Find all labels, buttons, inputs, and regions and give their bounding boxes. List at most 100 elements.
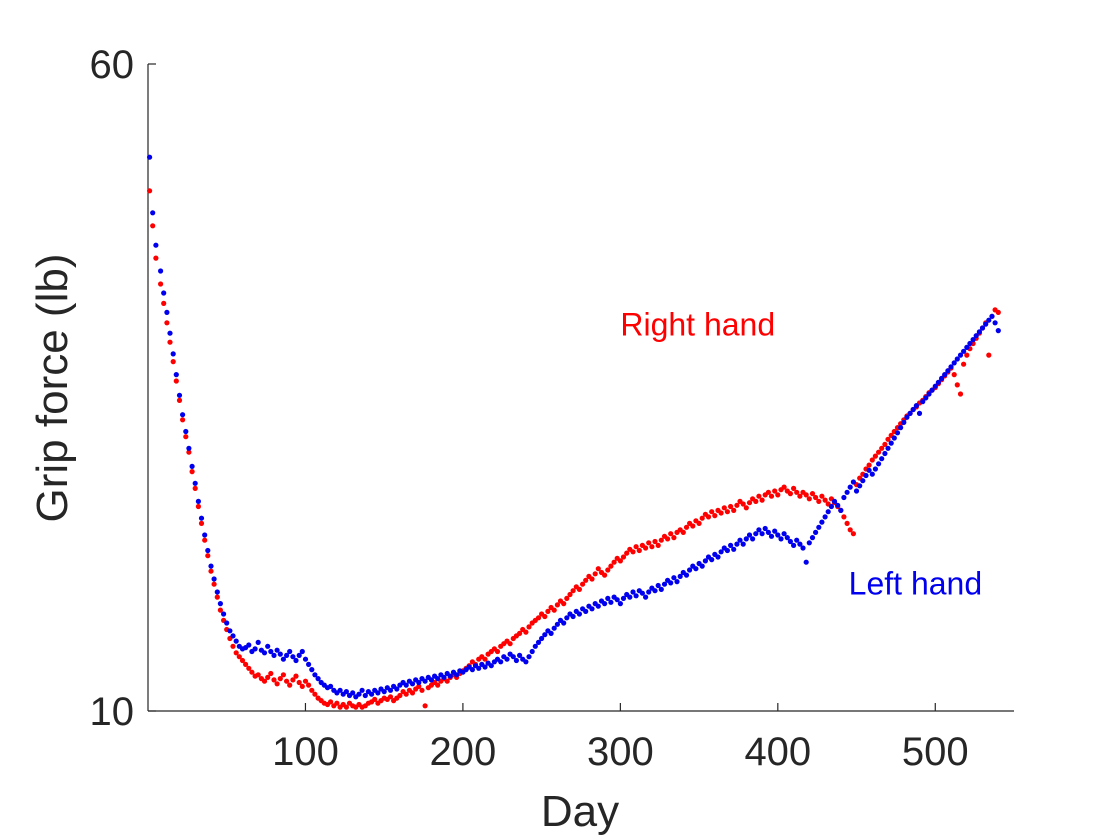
data-point — [535, 615, 542, 621]
data-point — [306, 682, 312, 688]
data-point — [866, 462, 872, 468]
data-point — [419, 687, 425, 693]
data-point — [860, 478, 866, 484]
x-tick-label: 300 — [587, 730, 654, 774]
data-point — [447, 673, 453, 679]
data-point — [287, 648, 293, 655]
data-point — [198, 520, 205, 527]
data-point — [277, 676, 283, 682]
data-point — [542, 613, 548, 620]
data-point — [611, 559, 617, 565]
data-point — [290, 654, 296, 660]
data-point — [202, 537, 208, 543]
data-point — [561, 620, 567, 626]
data-point — [885, 445, 891, 451]
data-point — [665, 536, 671, 542]
data-point — [576, 611, 583, 617]
data-point — [636, 547, 642, 554]
data-point — [551, 607, 557, 613]
data-point — [293, 657, 299, 664]
data-point — [548, 630, 554, 637]
series-1 — [147, 154, 1001, 700]
annotations: Right hand Left hand — [620, 307, 982, 602]
data-point — [888, 440, 894, 446]
data-point — [620, 554, 627, 560]
data-point — [863, 472, 869, 479]
data-point — [869, 471, 875, 477]
data-point — [302, 678, 309, 684]
data-point — [280, 656, 286, 662]
data-point — [731, 546, 737, 552]
data-point — [876, 461, 882, 467]
data-point — [422, 703, 428, 709]
data-point — [343, 704, 349, 710]
data-point — [671, 575, 677, 581]
data-point — [532, 643, 538, 649]
data-point — [554, 621, 561, 627]
data-point — [850, 531, 857, 537]
data-point — [844, 520, 850, 527]
data-point — [261, 678, 268, 684]
data-point — [633, 593, 639, 599]
data-point — [869, 457, 875, 463]
data-point — [724, 509, 731, 515]
data-point — [498, 659, 504, 665]
data-point — [337, 687, 343, 693]
data-point — [309, 687, 315, 693]
data-point — [435, 682, 441, 688]
data-point — [230, 643, 236, 649]
data-point — [750, 536, 756, 542]
data-point — [217, 607, 223, 613]
data-point — [403, 691, 409, 697]
data-point — [746, 500, 753, 506]
data-point — [630, 549, 636, 555]
data-point — [942, 372, 948, 378]
data-point — [787, 538, 794, 545]
y-tick-label: 60 — [90, 43, 135, 87]
data-point — [699, 515, 705, 521]
data-point — [954, 356, 960, 362]
data-point — [535, 639, 542, 646]
data-point — [734, 541, 740, 547]
data-point — [284, 652, 290, 659]
data-point — [274, 647, 280, 653]
data-point — [923, 395, 929, 401]
data-point — [167, 339, 173, 345]
data-point — [233, 638, 239, 644]
data-point — [290, 677, 296, 683]
data-point — [939, 375, 945, 381]
data-point — [315, 676, 321, 682]
data-point — [898, 425, 904, 431]
data-point — [564, 615, 570, 621]
data-point — [970, 337, 976, 343]
data-point — [173, 372, 179, 378]
data-point — [265, 674, 271, 681]
data-point — [731, 507, 737, 513]
data-point — [583, 608, 589, 615]
data-point — [381, 689, 387, 695]
data-point — [435, 676, 441, 682]
data-point — [153, 242, 159, 248]
data-point — [614, 597, 620, 603]
data-point — [372, 696, 378, 703]
data-point — [809, 535, 816, 541]
data-point — [416, 679, 422, 686]
data-point — [728, 542, 734, 549]
data-point — [268, 670, 274, 677]
data-point — [639, 590, 646, 596]
data-point — [583, 577, 589, 583]
data-point — [488, 663, 494, 669]
data-point — [334, 700, 340, 706]
data-point — [268, 648, 274, 655]
data-point — [797, 493, 803, 499]
data-point — [252, 646, 258, 652]
data-point — [746, 532, 753, 538]
data-point — [671, 535, 677, 541]
data-point — [214, 594, 220, 600]
data-point — [680, 529, 686, 536]
x-tick-label: 200 — [430, 730, 497, 774]
data-point — [627, 594, 633, 600]
data-point — [605, 595, 611, 602]
data-point — [147, 188, 153, 194]
data-point — [284, 678, 290, 684]
